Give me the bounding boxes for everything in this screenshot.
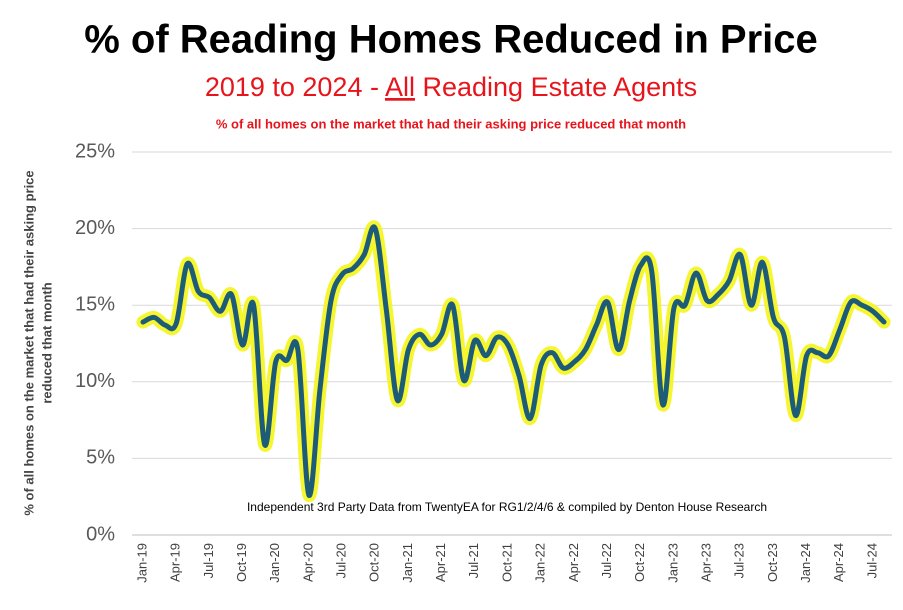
y-tick-label: 15% — [75, 293, 115, 315]
y-axis-label-line: reduced that month — [39, 282, 54, 403]
x-tick-label: Jul-24 — [864, 543, 879, 578]
x-tick-label: Oct-23 — [765, 543, 780, 582]
x-tick-label: Jan-21 — [400, 543, 415, 583]
subtitle-part: Reading Estate Agents — [415, 72, 697, 102]
x-tick-label: Jan-23 — [665, 543, 680, 583]
x-tick-label: Jan-20 — [267, 543, 282, 583]
x-tick-label: Apr-20 — [300, 543, 315, 582]
x-tick-label: Jul-23 — [732, 543, 747, 578]
y-axis-label-line: % of all homes on the market that had th… — [21, 170, 36, 515]
y-tick-label: 10% — [75, 370, 115, 392]
y-tick-label: 5% — [86, 447, 115, 469]
x-tick-label: Apr-21 — [433, 543, 448, 582]
x-tick-label: Jul-19 — [201, 543, 216, 578]
x-tick-label: Oct-21 — [499, 543, 514, 582]
x-tick-label: Oct-20 — [367, 543, 382, 582]
chart-note: % of all homes on the market that had th… — [216, 116, 686, 131]
x-tick-label: Apr-23 — [698, 543, 713, 582]
y-tick-label: 0% — [86, 523, 115, 545]
y-tick-label: 25% — [75, 140, 115, 162]
y-axis-label: % of all homes on the market that had th… — [21, 170, 54, 515]
annotation: Independent 3rd Party Data from TwentyEA… — [247, 500, 767, 514]
subtitle-part: All — [385, 72, 415, 102]
x-tick-label: Oct-22 — [632, 543, 647, 582]
x-tick-label: Jul-20 — [334, 543, 349, 578]
y-tick-label: 20% — [75, 217, 115, 239]
x-tick-label: Jan-19 — [134, 543, 149, 583]
x-tick-label: Apr-24 — [831, 543, 846, 582]
subtitle-part: 2019 to 2024 - — [205, 72, 385, 102]
chart-title: % of Reading Homes Reduced in Price — [84, 18, 818, 62]
line — [140, 224, 887, 498]
x-tick-label: Jul-22 — [599, 543, 614, 578]
x-tick-label: Jan-22 — [533, 543, 548, 583]
chart-subtitle: 2019 to 2024 - All Reading Estate Agents — [205, 72, 697, 102]
x-tick-label: Jul-21 — [466, 543, 481, 578]
x-tick-label: Apr-19 — [168, 543, 183, 582]
x-tick-label: Oct-19 — [234, 543, 249, 582]
x-tick-label: Jan-24 — [798, 543, 813, 583]
x-tick-label: Apr-22 — [566, 543, 581, 582]
